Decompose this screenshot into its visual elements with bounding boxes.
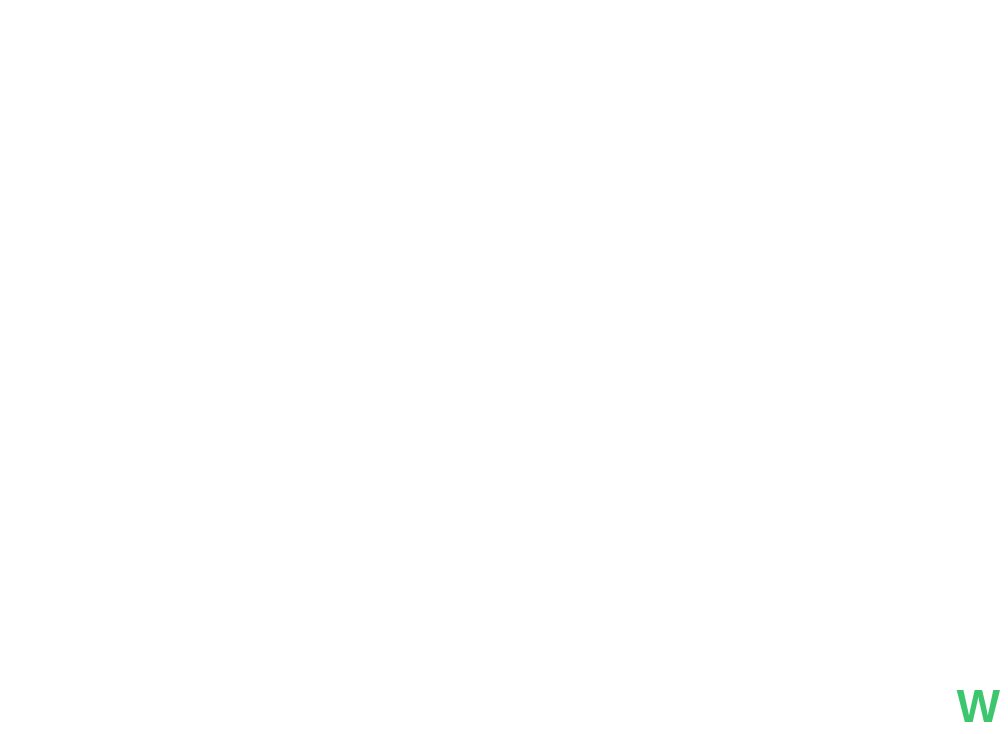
brand-logo-icon: W: [957, 690, 994, 722]
surface-plot: [0, 0, 1008, 734]
brand-watermark: W: [957, 690, 994, 724]
